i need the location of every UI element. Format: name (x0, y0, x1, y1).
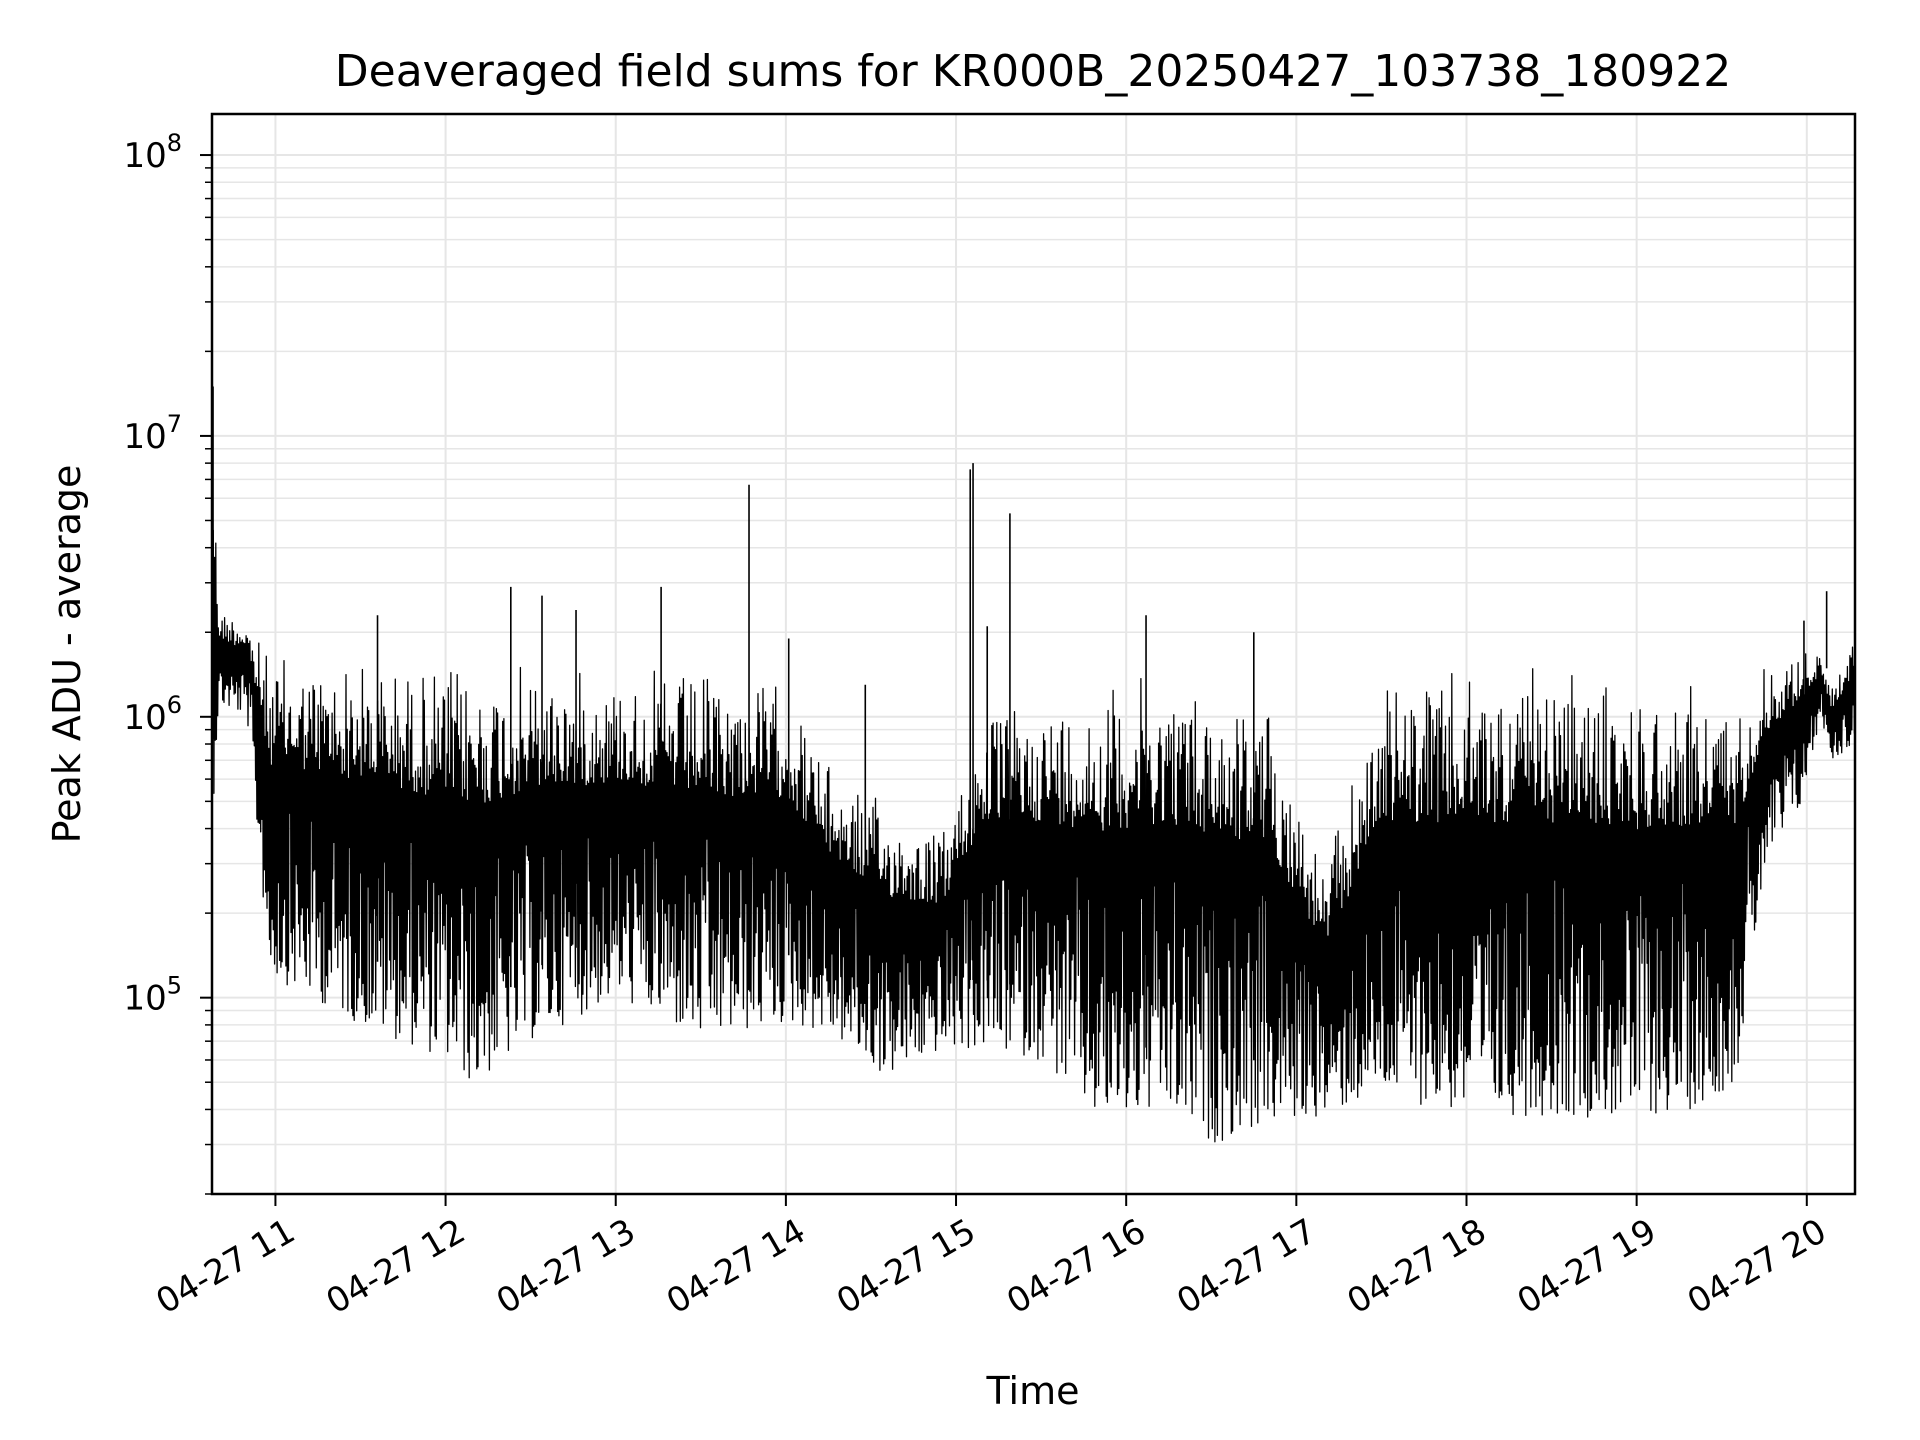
y-tick-label: 107 (123, 410, 182, 457)
y-axis-label: Peak ADU - average (45, 465, 89, 844)
chart-title: Deaveraged field sums for KR000B_2025042… (335, 46, 1731, 97)
y-tick-label: 108 (123, 129, 182, 176)
plot-frame (210, 112, 1857, 1196)
y-tick-label: 106 (123, 691, 182, 738)
x-axis-label: Time (986, 1369, 1080, 1413)
series-line (211, 509, 1856, 1143)
y-tick-label: 105 (123, 972, 182, 1019)
